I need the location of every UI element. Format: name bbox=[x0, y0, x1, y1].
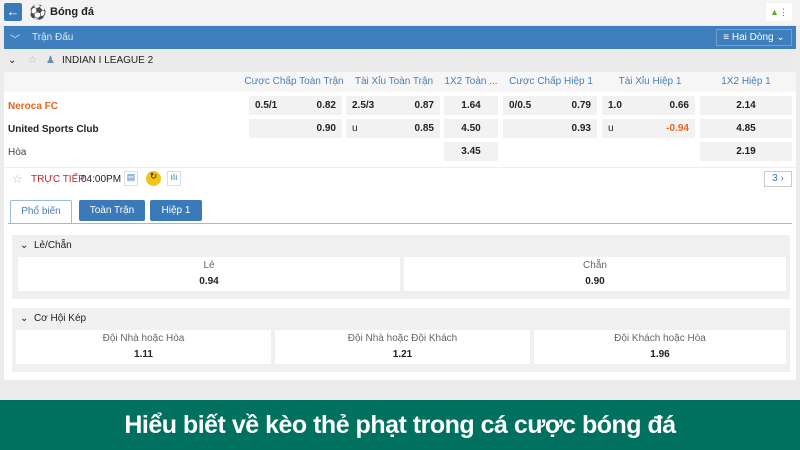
tab-first-half[interactable]: Hiệp 1 bbox=[150, 200, 202, 221]
more-markets-button[interactable]: 3 › bbox=[764, 171, 792, 187]
stats-icon[interactable]: ılı bbox=[167, 171, 181, 186]
odds-cell[interactable]: u -0.94 bbox=[602, 119, 695, 138]
league-row[interactable]: ⌄ ☆ ♟ INDIAN I LEAGUE 2 bbox=[4, 50, 796, 71]
chevron-down-icon: ﹀ bbox=[10, 35, 20, 46]
chevron-down-icon[interactable]: ⌄ bbox=[8, 55, 17, 66]
odds-cell[interactable]: 1.64 bbox=[444, 96, 498, 115]
odds-option[interactable]: Lẻ 0.94 bbox=[18, 257, 400, 291]
sort-menu-icon[interactable]: ▲⋮ bbox=[766, 3, 792, 21]
double-chance-market: ⌄ Cơ Hội Kép Đội Nhà hoặc Hòa 1.11 Đội Nh… bbox=[12, 308, 790, 372]
draw-label: Hòa bbox=[8, 147, 27, 158]
scoreboard-icon[interactable]: ▤ bbox=[124, 171, 138, 186]
column-header: 1X2 Toàn ... bbox=[444, 76, 498, 87]
odds-cell[interactable]: 2.14 bbox=[700, 96, 792, 115]
odds-cell[interactable]: 1.0 0.66 bbox=[602, 96, 695, 115]
tab-popular[interactable]: Phổ biến bbox=[10, 200, 72, 224]
live-stream-icon[interactable]: ↻ bbox=[146, 171, 161, 186]
odds-cell[interactable]: 3.45 bbox=[444, 142, 498, 161]
live-status: TRỰC TIẾP bbox=[31, 174, 85, 185]
team-away: United Sports Club bbox=[8, 124, 99, 135]
top-bar bbox=[0, 0, 800, 25]
odds-option[interactable]: Chẵn 0.90 bbox=[404, 257, 786, 291]
caption-banner: Hiểu biết về kèo thẻ phạt trong cá cược … bbox=[0, 400, 800, 450]
league-name: INDIAN I LEAGUE 2 bbox=[62, 55, 154, 66]
column-header: 1X2 Hiệp 1 bbox=[721, 76, 771, 87]
odds-option[interactable]: Đội Nhà hoặc Hòa 1.11 bbox=[16, 330, 271, 364]
odds-cell[interactable]: 0/0.5 0.79 bbox=[503, 96, 597, 115]
market-title[interactable]: ⌄ Cơ Hội Kép bbox=[20, 313, 87, 324]
odds-cell[interactable]: 2.19 bbox=[700, 142, 792, 161]
odds-cell[interactable]: u 0.85 bbox=[346, 119, 440, 138]
odds-cell[interactable]: 4.50 bbox=[444, 119, 498, 138]
team-home: Neroca FC bbox=[8, 101, 59, 112]
star-icon[interactable]: ☆ bbox=[12, 172, 23, 186]
view-mode-value: Hai Dòng bbox=[731, 32, 774, 43]
view-mode-select[interactable]: ≡ Hai Dòng ⌄ bbox=[716, 29, 792, 46]
matches-section-bar[interactable]: ﹀ Trận Đấu ≡ Hai Dòng ⌄ bbox=[4, 26, 796, 49]
section-label: Trận Đấu bbox=[32, 32, 74, 43]
column-header: Tài Xỉu Toàn Trận bbox=[354, 76, 434, 87]
column-header: Cược Chấp Toàn Trận bbox=[244, 76, 344, 87]
page-title: Bóng đá bbox=[50, 6, 94, 18]
odds-cell[interactable]: 0.5/1 0.82 bbox=[249, 96, 342, 115]
tab-full-match[interactable]: Toàn Trận bbox=[79, 200, 145, 221]
odds-cell[interactable]: 0.93 bbox=[503, 119, 597, 138]
league-icon: ♟ bbox=[46, 55, 55, 66]
soccer-ball-icon: ⚽ bbox=[29, 4, 47, 20]
odds-option[interactable]: Đội Nhà hoặc Đội Khách 1.21 bbox=[275, 330, 530, 364]
market-title[interactable]: ⌄ Lẻ/Chẵn bbox=[20, 240, 72, 251]
star-icon[interactable]: ☆ bbox=[28, 55, 37, 66]
match-panel: Cược Chấp Toàn Trận Tài Xỉu Toàn Trận 1X… bbox=[4, 72, 796, 380]
column-header: Tài Xỉu Hiệp 1 bbox=[618, 76, 682, 87]
odds-cell[interactable]: 0.90 bbox=[249, 119, 342, 138]
odd-even-market: ⌄ Lẻ/Chẵn Lẻ 0.94 Chẵn 0.90 bbox=[12, 235, 790, 299]
match-time: 04:00PM bbox=[81, 174, 122, 185]
live-row: ☆ TRỰC TIẾP 04:00PM ▤ ↻ ılı 3 › bbox=[4, 167, 796, 189]
odds-option[interactable]: Đội Khách hoặc Hòa 1.96 bbox=[534, 330, 786, 364]
back-button[interactable]: ← bbox=[4, 3, 22, 21]
odds-cell[interactable]: 2.5/3 0.87 bbox=[346, 96, 440, 115]
column-header: Cược Chấp Hiệp 1 bbox=[509, 76, 593, 87]
odds-cell[interactable]: 4.85 bbox=[700, 119, 792, 138]
